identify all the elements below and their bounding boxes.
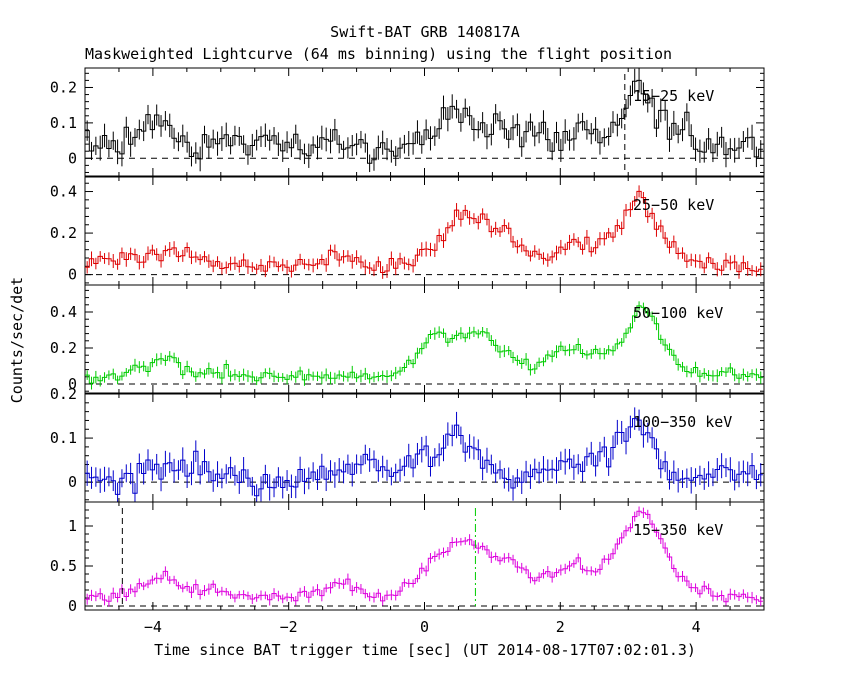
y-tick-label: 0.4 [50,303,77,321]
panel-3: 0 0.2 0.4 50−100 keV [50,284,765,394]
y-axis-label: Counts/sec/det [8,277,26,403]
band-label: 25−50 keV [633,196,714,214]
y-tick-label: 0.4 [50,183,77,201]
series-line [85,510,763,603]
band-label: 15−25 keV [633,87,714,105]
y-tick-label: 0 [68,473,77,491]
series-line [85,418,763,497]
x-axis-label: Time since BAT trigger time [sec] (UT 20… [154,641,696,659]
series-line [85,190,763,273]
y-tick-label: 0.5 [50,557,77,575]
x-tick-label: 0 [420,618,429,636]
band-label: 15−350 keV [633,521,723,539]
y-tick-label: 0.2 [50,385,77,403]
y-tick-label: 0 [68,149,77,167]
y-tick-label: 0 [68,375,77,393]
band-label: 100−350 keV [633,413,732,431]
panel-1: 0 0.1 0.2 15−25 keV [50,67,765,177]
panel-2: 0 0.2 0.4 25−50 keV [50,176,765,286]
y-tick-label: 0.1 [50,114,77,132]
band-label: 50−100 keV [633,304,723,322]
y-tick-label: 1 [68,517,77,535]
y-tick-label: 0 [68,597,77,615]
series-line [85,79,763,164]
y-tick-label: 0.2 [50,78,77,96]
x-tick-label: −4 [144,618,162,636]
figure-subtitle: Maskweighted Lightcurve (64 ms binning) … [85,45,672,63]
figure-title: Swift-BAT GRB 140817A [330,23,520,41]
x-tick-label: 4 [692,618,701,636]
y-tick-label: 0.2 [50,224,77,242]
x-tick-label: 2 [556,618,565,636]
y-tick-label: 0.1 [50,429,77,447]
series-line [85,305,763,384]
panel-5: 0 0.5 1 15−350 keV −4 −2 0 2 4 [50,501,765,636]
y-tick-label: 0 [68,266,77,284]
x-tick-label: −2 [280,618,298,636]
y-tick-label: 0.2 [50,339,77,357]
